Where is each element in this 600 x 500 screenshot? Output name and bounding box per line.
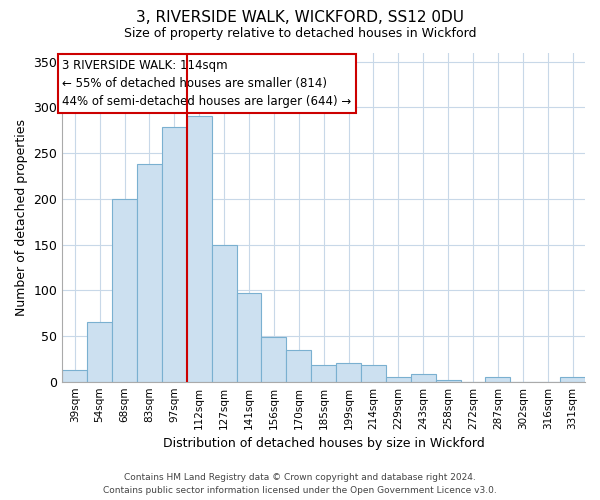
Bar <box>87 322 112 382</box>
Bar <box>485 377 511 382</box>
Y-axis label: Number of detached properties: Number of detached properties <box>15 118 28 316</box>
Bar <box>112 199 137 382</box>
Bar <box>212 244 236 382</box>
Bar <box>311 365 336 382</box>
Bar <box>436 380 461 382</box>
Bar <box>137 164 162 382</box>
Bar <box>336 364 361 382</box>
Bar <box>286 350 311 382</box>
X-axis label: Distribution of detached houses by size in Wickford: Distribution of detached houses by size … <box>163 437 485 450</box>
Text: Contains HM Land Registry data © Crown copyright and database right 2024.
Contai: Contains HM Land Registry data © Crown c… <box>103 474 497 495</box>
Bar <box>411 374 436 382</box>
Bar <box>162 128 187 382</box>
Bar <box>236 293 262 382</box>
Bar <box>62 370 87 382</box>
Bar <box>386 377 411 382</box>
Bar <box>361 365 386 382</box>
Bar <box>187 116 212 382</box>
Text: 3, RIVERSIDE WALK, WICKFORD, SS12 0DU: 3, RIVERSIDE WALK, WICKFORD, SS12 0DU <box>136 10 464 25</box>
Bar <box>560 377 585 382</box>
Bar <box>262 337 286 382</box>
Text: Size of property relative to detached houses in Wickford: Size of property relative to detached ho… <box>124 28 476 40</box>
Text: 3 RIVERSIDE WALK: 114sqm
← 55% of detached houses are smaller (814)
44% of semi-: 3 RIVERSIDE WALK: 114sqm ← 55% of detach… <box>62 59 352 108</box>
